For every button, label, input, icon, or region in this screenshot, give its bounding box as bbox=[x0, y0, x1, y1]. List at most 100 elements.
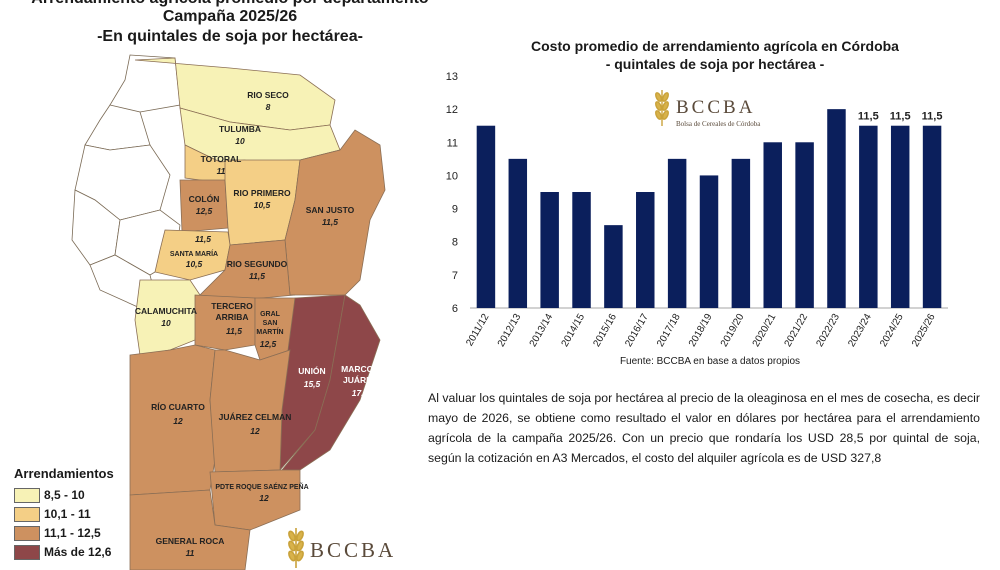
x-tick-label-2012/13: 2012/13 bbox=[496, 312, 524, 349]
map-region-rio-segundo bbox=[199, 239, 296, 301]
bar-2018/19 bbox=[699, 175, 719, 308]
dept-name-rio-seco: RIO SECO bbox=[247, 90, 289, 100]
dept-value-rio-primero: 10,5 bbox=[254, 200, 271, 210]
bar-data-label-2023/24: 11,5 bbox=[858, 111, 879, 123]
x-tick-label-2021/22: 2021/22 bbox=[783, 312, 811, 349]
dept-name-tulumba: TULUMBA bbox=[219, 124, 261, 134]
dept-name-marcos-juarez: MARCOS bbox=[341, 364, 379, 374]
chart-source: Fuente: BCCBA en base a datos propios bbox=[619, 356, 801, 367]
map-region-pdte-roque-saenz-pena bbox=[209, 469, 301, 531]
dept-name-gral-san-martin-3: MARTÍN bbox=[256, 327, 283, 336]
y-tick-label-9: 9 bbox=[452, 204, 458, 216]
chart-subtitle: - quintales de soja por hectárea - bbox=[605, 56, 825, 72]
dept-name-santa-maria: SANTA MARÍA bbox=[170, 249, 218, 258]
bar-2013/14 bbox=[540, 192, 559, 308]
y-tick-label-8: 8 bbox=[452, 237, 458, 249]
y-tick-label-10: 10 bbox=[446, 170, 458, 182]
x-tick-label-2011/12: 2011/12 bbox=[464, 312, 491, 349]
x-tick-label-2022/23: 2022/23 bbox=[814, 312, 842, 349]
legend-title: Arrendamientos bbox=[14, 466, 114, 481]
y-tick-label-6: 6 bbox=[452, 303, 458, 315]
dept-name-tercero-arriba: TERCERO bbox=[211, 301, 253, 311]
legend-label-4: Más de 12,6 bbox=[44, 545, 112, 559]
dept-value-general-roca: 11 bbox=[186, 548, 195, 558]
dept-value-tulumba: 10 bbox=[235, 136, 245, 146]
dept-name-juarez-celman: JUÁREZ CELMAN bbox=[219, 412, 292, 422]
dept-value-gral-san-martin: 12,5 bbox=[260, 339, 277, 349]
capital-value: 11,5 bbox=[195, 234, 211, 244]
chart-logo-subtext: Bolsa de Cereales de Córdoba bbox=[676, 120, 761, 128]
map-logo: BCCBA bbox=[288, 528, 396, 568]
map-region-san-justo bbox=[284, 129, 386, 296]
bar-data-label-2024/25: 11,5 bbox=[890, 111, 911, 123]
dept-value-santa-maria: 10,5 bbox=[186, 259, 203, 269]
dept-name-union: UNIÓN bbox=[298, 365, 325, 376]
bar-2016/17 bbox=[636, 192, 655, 308]
dept-name-tercero-arriba-2: ARRIBA bbox=[215, 312, 248, 322]
x-tick-label-2016/17: 2016/17 bbox=[623, 312, 651, 349]
dept-name-general-roca: GENERAL ROCA bbox=[156, 536, 225, 546]
y-tick-label-11: 11 bbox=[447, 137, 458, 149]
dept-name-pdte-roque-saenz-pena: PDTE ROQUE SAÉNZ PEÑA bbox=[215, 482, 308, 491]
bar-2011/12 bbox=[476, 125, 496, 308]
bar-2022/23 bbox=[827, 109, 846, 308]
body-paragraph: Al valuar los quintales de soja por hect… bbox=[428, 391, 980, 465]
dept-name-san-justo: SAN JUSTO bbox=[306, 205, 355, 215]
dept-value-rio-seco: 8 bbox=[266, 102, 271, 112]
dept-name-rio-segundo: RIO SEGUNDO bbox=[227, 259, 288, 269]
bar-2012/13 bbox=[508, 158, 528, 308]
dept-value-rio-cuarto: 12 bbox=[173, 416, 183, 426]
bar-2015/16 bbox=[604, 225, 623, 308]
map-region-general-roca bbox=[129, 489, 251, 570]
bar-2023/24 bbox=[859, 125, 878, 308]
dept-value-totoral: 11 bbox=[217, 166, 226, 176]
x-tick-label-2014/15: 2014/15 bbox=[560, 312, 588, 349]
cordoba-map: RIO SECO 8 TULUMBA 10 TOTORAL 11 COLÓN 1… bbox=[71, 54, 396, 570]
dept-value-tercero-arriba: 11,5 bbox=[226, 326, 242, 336]
dept-name-gral-san-martin: GRAL bbox=[260, 311, 281, 318]
legend-label-1: 8,5 - 10 bbox=[44, 488, 85, 502]
map-region-tercero-arriba bbox=[194, 294, 256, 351]
chart-logo: BCCBA Bolsa de Cereales de Córdoba bbox=[655, 90, 761, 128]
dept-value-rio-segundo: 11,5 bbox=[249, 271, 265, 281]
bar-2020/21 bbox=[763, 142, 782, 308]
wheat-icon bbox=[655, 90, 669, 126]
bar-2017/18 bbox=[667, 158, 687, 308]
y-tick-label-7: 7 bbox=[452, 270, 458, 282]
x-tick-label-2018/19: 2018/19 bbox=[687, 312, 715, 349]
bar-2019/20 bbox=[731, 158, 751, 308]
dept-name-rio-primero: RIO PRIMERO bbox=[233, 188, 291, 198]
map-title-line-3: -En quintales de soja por hectárea- bbox=[97, 28, 363, 45]
chart-logo-text: BCCBA bbox=[676, 97, 755, 118]
dept-name-totoral: TOTORAL bbox=[201, 154, 242, 164]
y-tick-label-12: 12 bbox=[446, 104, 458, 116]
y-tick-label-13: 13 bbox=[446, 71, 458, 83]
dept-value-juarez-celman: 12 bbox=[250, 426, 260, 436]
map-region-northwest-2 bbox=[84, 104, 151, 151]
dept-name-colon: COLÓN bbox=[189, 193, 220, 204]
map-region-calamuchita bbox=[134, 279, 201, 356]
dept-name-marcos-juarez-2: JUÁREZ bbox=[343, 375, 377, 385]
dept-value-san-justo: 11,5 bbox=[322, 217, 338, 227]
x-tick-label-2024/25: 2024/25 bbox=[878, 312, 906, 349]
x-tick-label-2015/16: 2015/16 bbox=[591, 312, 619, 349]
legend-swatch-2 bbox=[14, 507, 40, 522]
map-title-line-2: Campaña 2025/26 bbox=[162, 8, 298, 25]
map-logo-text: BCCBA bbox=[310, 538, 396, 562]
x-tick-label-2017/18: 2017/18 bbox=[655, 312, 683, 349]
bar-2024/25 bbox=[890, 125, 910, 308]
legend-label-2: 10,1 - 11 bbox=[44, 507, 91, 521]
map-region-marcos-juarez bbox=[281, 294, 381, 471]
legend-label-3: 11,1 - 12,5 bbox=[44, 526, 101, 540]
map-region-juarez-celman bbox=[209, 349, 291, 473]
bar-data-label-2025/26: 11,5 bbox=[922, 111, 943, 123]
bar-2014/15 bbox=[572, 192, 591, 308]
legend-swatch-4 bbox=[14, 545, 40, 560]
dept-value-calamuchita: 10 bbox=[161, 318, 171, 328]
x-tick-label-2019/20: 2019/20 bbox=[719, 312, 747, 349]
wheat-icon bbox=[288, 528, 304, 568]
chart-title: Costo promedio de arrendamiento agrícola… bbox=[531, 38, 899, 54]
dept-value-union: 15,5 bbox=[304, 379, 321, 389]
dept-value-marcos-juarez: 17,5 bbox=[352, 388, 369, 398]
dept-name-gral-san-martin-2: SAN bbox=[263, 320, 278, 327]
